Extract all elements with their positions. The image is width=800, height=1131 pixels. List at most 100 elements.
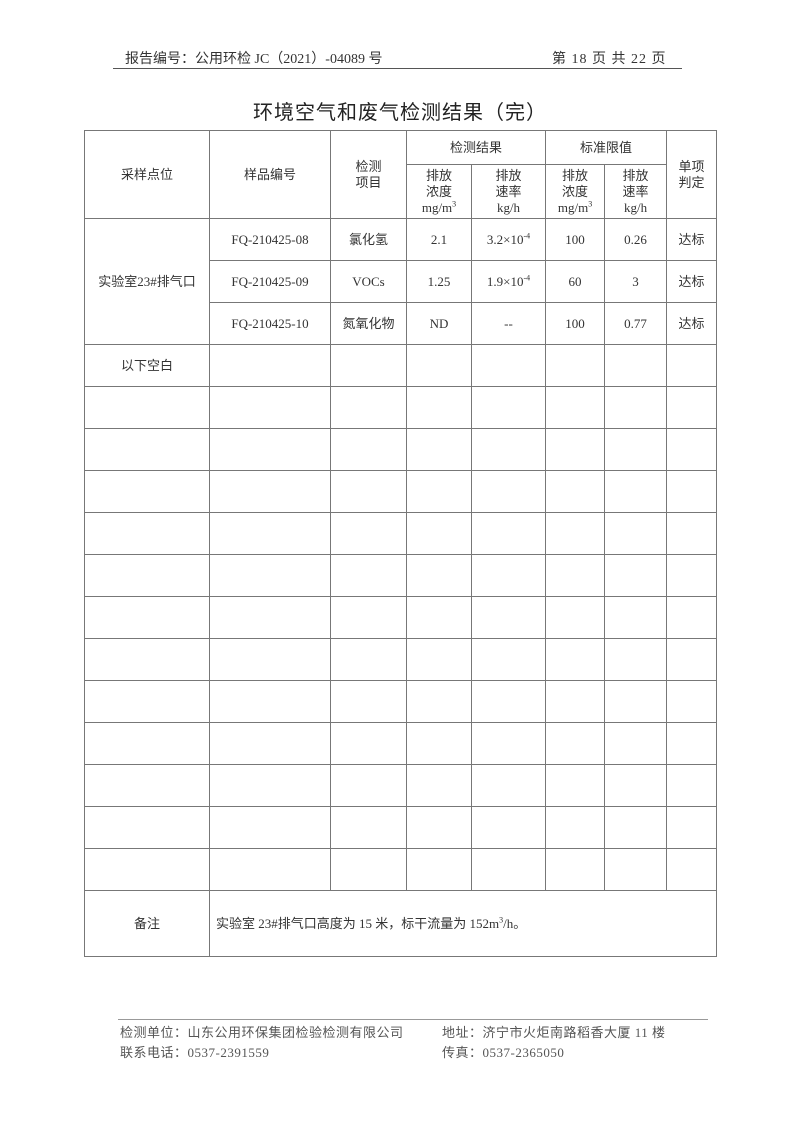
empty-cell [209,680,331,723]
empty-cell [545,722,606,765]
emission-conc: 2.1 [406,218,472,261]
empty-cell [470,386,547,429]
footer-fax: 传真：0537-2365050 [442,1045,565,1060]
empty-cell [470,848,547,891]
footer-phone: 联系电话：0537-2391559 [120,1045,270,1060]
blank-note-row: 以下空白 [84,344,718,387]
table-row: FQ-210425-10 氮氧化物 ND -- 100 0.77 达标 [85,302,718,345]
empty-cell [84,680,210,723]
empty-cell [84,470,210,513]
empty-cell [470,722,547,765]
header-divider [113,68,682,69]
empty-cell [84,722,210,765]
empty-cell [406,512,472,555]
empty-cell [209,386,331,429]
empty-cell [470,428,547,471]
empty-row [84,680,718,723]
emission-rate: 1.9×10-4 [470,260,547,303]
empty-cell [330,764,407,807]
page-number: 第 18 页 共 22 页 [552,52,667,67]
empty-cell [666,596,718,639]
header-site: 采样点位 [84,130,210,219]
empty-cell [406,806,472,849]
empty-cell [84,638,210,681]
empty-cell [406,848,472,891]
empty-cell [545,764,606,807]
empty-cell [604,722,668,765]
empty-cell [84,596,210,639]
empty-row [84,806,718,849]
empty-cell [545,596,606,639]
empty-cell [604,512,668,555]
header-conc: 排放 浓度 mg/m3 [406,164,472,219]
empty-cell [84,512,210,555]
limit-conc: 100 [545,302,606,345]
empty-cell [84,554,210,597]
test-item: 氮氧化物 [330,302,407,345]
report-number: 报告编号：公用环检 JC（2021）-04089 号 [125,52,383,67]
results-table: 采样点位 样品编号 检测 项目 检测结果 标准限值 单项 判定 排放 浓度 mg/m3 … [84,130,718,957]
empty-cell [209,848,331,891]
empty-cell [209,806,331,849]
empty-row [84,848,718,891]
test-item: 氯化氢 [330,218,407,261]
limit-conc: 60 [545,260,606,303]
emission-rate: 3.2×10-4 [470,218,547,261]
header-results: 检测结果 [405,130,547,165]
empty-cell [330,806,407,849]
header-judgement: 单项 判定 [666,130,718,219]
empty-cell [666,848,718,891]
empty-cell [406,428,472,471]
test-item: VOCs [330,260,407,303]
header-limit-conc: 排放 浓度 mg/m3 [545,164,606,219]
footer-unit: 检测单位：山东公用环保集团检验检测有限公司 [120,1025,404,1040]
empty-cell [604,386,668,429]
empty-cell [330,722,407,765]
empty-cell [330,512,407,555]
header-sample-id: 样品编号 [209,130,331,219]
empty-row [84,428,718,471]
empty-cell [666,554,718,597]
page-title: 环境空气和废气检测结果（完） [253,102,547,124]
empty-cell [545,470,606,513]
empty-row [84,554,718,597]
empty-row [84,470,718,513]
header-rate: 排放 速率 kg/h [470,164,547,219]
empty-row [84,512,718,555]
limit-rate: 0.26 [604,218,668,261]
judgement: 达标 [666,302,718,345]
empty-cell [545,428,606,471]
empty-cell: 以下空白 [84,344,210,387]
empty-cell [666,764,718,807]
empty-cell [406,764,472,807]
empty-row [84,764,718,807]
empty-cell [666,638,718,681]
empty-cell [604,344,668,387]
empty-cell [209,596,331,639]
footer-address: 地址：济宁市火炬南路稻香大厦 11 楼 [442,1025,666,1040]
empty-cell [470,638,547,681]
empty-cell [84,428,210,471]
empty-cell [470,554,547,597]
table-row: 实验室23#排气口 FQ-210425-08 氯化氢 2.1 3.2×10-4 100 0.… [84,218,718,345]
empty-cell [209,428,331,471]
empty-cell [604,638,668,681]
empty-row [84,386,718,429]
empty-cell [604,428,668,471]
empty-cell [666,428,718,471]
empty-cell [406,638,472,681]
empty-cell [604,806,668,849]
empty-cell [470,470,547,513]
empty-cell [406,470,472,513]
empty-cell [545,344,606,387]
empty-row [84,596,718,639]
empty-cell [84,764,210,807]
remarks-text: 实验室 23#排气口高度为 15 米，标干流量为 152m3/h。 [208,890,718,957]
empty-cell [406,680,472,723]
empty-cell [406,596,472,639]
empty-cell [209,512,331,555]
empty-cell [545,638,606,681]
empty-cell [84,848,210,891]
empty-cell [330,470,407,513]
header-limits: 标准限值 [545,130,668,165]
